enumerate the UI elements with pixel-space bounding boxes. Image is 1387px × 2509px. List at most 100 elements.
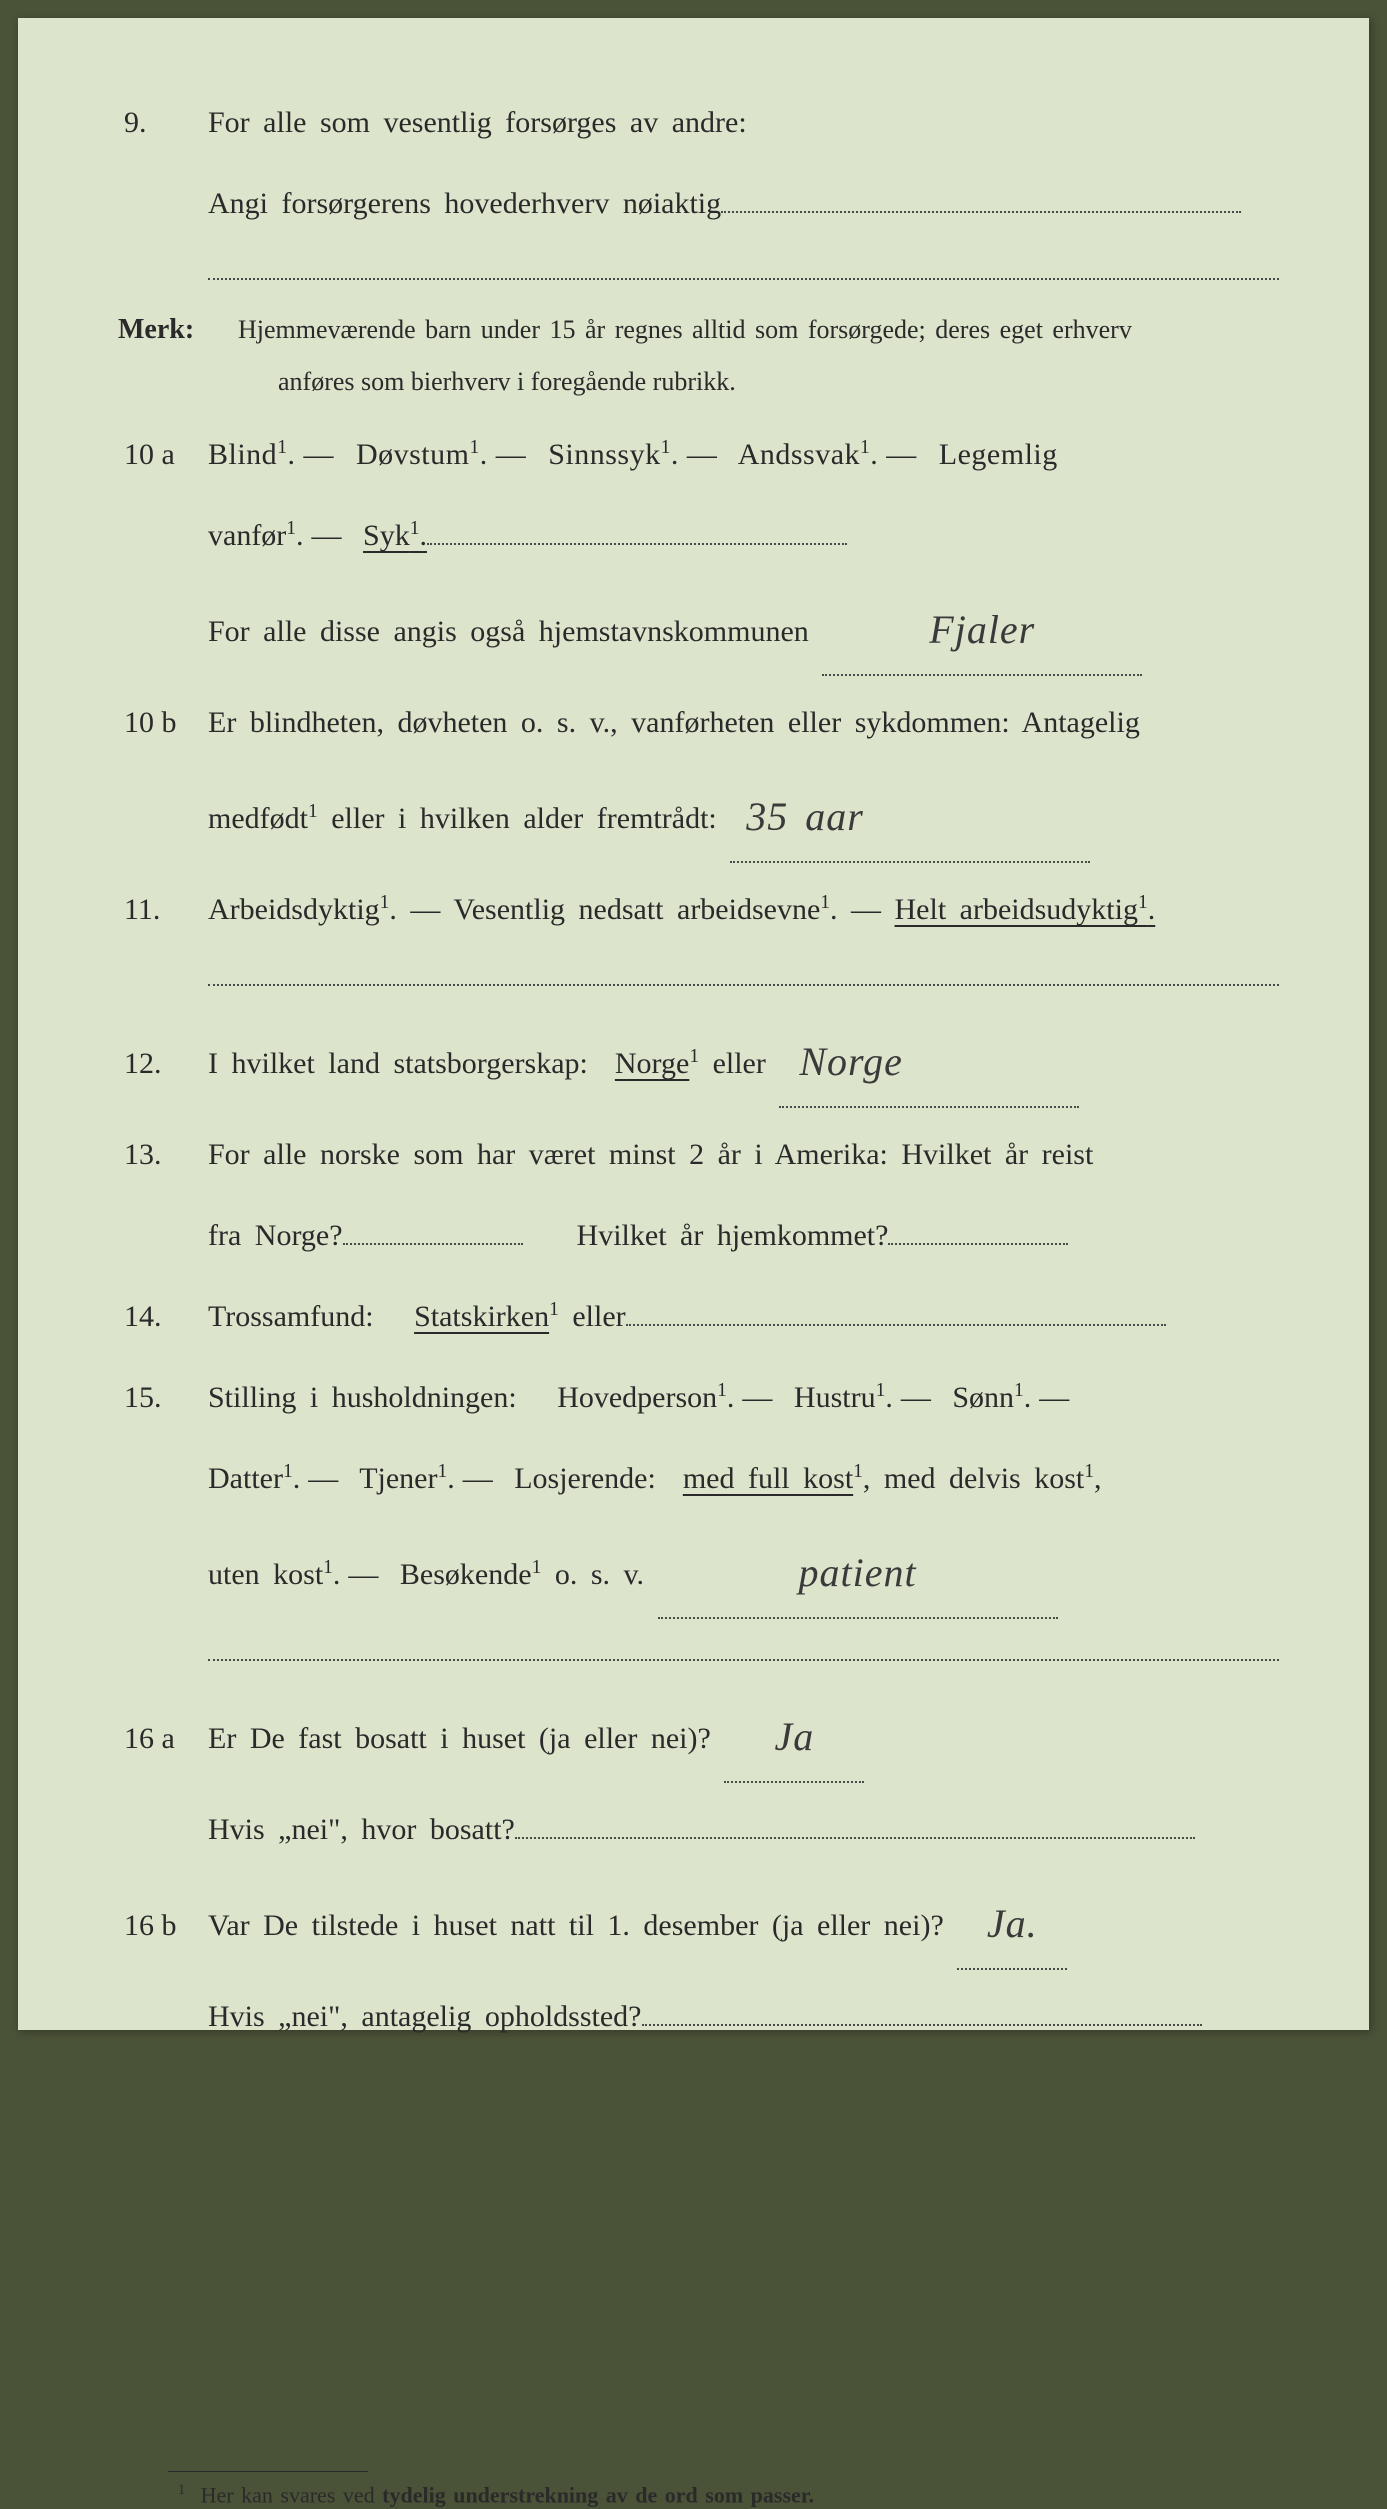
q16a-row2: Hvis „nei", hvor bosatt? [118,1795,1279,1864]
q11-opt2: Vesentlig nedsatt arbeidsevne [453,893,820,926]
q12-row: 12. I hvilket land statsborgerskap: Norg… [118,1014,1279,1108]
census-form-page: 9. For alle som vesentlig forsørges av a… [18,18,1369,2030]
q10a-row1: 10 a Blind1.— Døvstum1.— Sinnssyk1.— And… [118,420,1279,489]
q16b-number: 16 b [118,1891,208,1960]
q12-prefix: I hvilket land statsborgerskap: [208,1047,588,1080]
q10a-kommune-blank[interactable]: Fjaler [822,582,1142,676]
q15-opt2: Hustru [794,1381,876,1414]
q11-row: 11. Arbeidsdyktig1. — Vesentlig nedsatt … [118,875,1279,944]
q14-prefix: Trossamfund: [208,1300,374,1333]
q14-suffix: eller [559,1300,626,1333]
q15-row1: 15. Stilling i husholdningen: Hovedperso… [118,1363,1279,1432]
q15-osv: o. s. v. [541,1558,644,1591]
q13-row1: 13. For alle norske som har været minst … [118,1120,1279,1189]
q15-prefix: Stilling i husholdningen: [208,1381,517,1414]
q12-mid: eller [699,1047,766,1080]
q16b-handwritten: Ja. [987,1901,1038,1946]
q10a-opt3: Sinnssyk [548,438,660,471]
q15-losjerende: Losjerende: [514,1462,656,1495]
q10a-opt5: Legemlig [939,438,1058,471]
q10b-line1: Er blindheten, døvheten o. s. v., vanfør… [208,688,1279,757]
q16a-prefix: Er De fast bosatt i huset (ja eller nei)… [208,1722,711,1755]
q16a-blank[interactable]: Ja [724,1689,864,1783]
q16a-blank2[interactable] [515,1837,1195,1839]
q15-blank[interactable]: patient [658,1525,1058,1619]
q9-blank[interactable] [721,211,1241,213]
q10a-syk-text: Syk [363,519,410,552]
q16b-blank2[interactable] [642,2024,1202,2026]
q16a-line2: Hvis „nei", hvor bosatt? [208,1813,515,1846]
q10a-row3: For alle disse angis også hjemstavnskomm… [118,582,1279,676]
q12-text: I hvilket land statsborgerskap: Norge1 e… [208,1014,1279,1108]
footnote-text-b: tydelig understrekning av de ord som pas… [382,2483,814,2508]
merk-text1: Hjemmeværende barn under 15 år regnes al… [238,308,1279,352]
q14-number: 14. [118,1282,208,1351]
q10a-blank1[interactable] [427,543,847,545]
q16a-row1: 16 a Er De fast bosatt i huset (ja eller… [118,1689,1279,1783]
q13-line2b: Hvilket år hjemkommet? [577,1219,889,1252]
q10a-opt1: Blind [208,438,277,471]
q16b-line1: Var De tilstede i huset natt til 1. dese… [208,1876,1279,1970]
q15-row3: uten kost1.— Besøkende1 o. s. v. patient [118,1525,1279,1619]
q12-norge-underlined: Norge [615,1047,689,1080]
q15-besokende: Besøkende [400,1558,532,1591]
q10b-age-blank[interactable]: 35 aar [730,769,1090,863]
q11-opt1: Arbeidsdyktig [208,893,380,926]
q13-blank2[interactable] [888,1243,1068,1245]
q10a-syk-underlined: Syk1. [363,519,427,552]
q16a-number: 16 a [118,1704,208,1773]
q13-blank1[interactable] [343,1243,523,1245]
merk-label: Merk: [118,314,238,346]
q16a-handwritten: Ja [774,1714,814,1759]
q9-line2: Angi forsørgerens hovederhverv nøiaktig [118,169,1279,238]
q15-blank-line[interactable] [208,1631,1279,1661]
q9-line2-prefix: Angi forsørgerens hovederhverv nøiaktig [208,187,721,220]
q14-statskirken-underlined: Statskirken [414,1300,549,1333]
q10a-line3-prefix: For alle disse angis også hjemstavnskomm… [208,615,809,648]
q16b-prefix: Var De tilstede i huset natt til 1. dese… [208,1909,944,1942]
q16a-line1: Er De fast bosatt i huset (ja eller nei)… [208,1689,1279,1783]
q10a-opt4: Andssvak [738,438,860,471]
q13-line1: For alle norske som har været minst 2 år… [208,1120,1279,1189]
q15-opt3: Sønn [952,1381,1014,1414]
q10b-row1: 10 b Er blindheten, døvheten o. s. v., v… [118,688,1279,757]
q15-row2: Datter1.— Tjener1.— Losjerende: med full… [118,1444,1279,1513]
q13-row2: fra Norge? Hvilket år hjemkommet? [118,1201,1279,1270]
q14-blank[interactable] [626,1324,1166,1326]
q9-number: 9. [118,88,208,157]
q11-number: 11. [118,875,208,944]
q10b-medfodt: medfødt [208,802,308,835]
q14-text: Trossamfund: Statskirken1 eller [208,1282,1279,1351]
q11-opt3-underlined: Helt arbeidsudyktig1. [895,893,1156,926]
q13-number: 13. [118,1120,208,1189]
q16b-row2: Hvis „nei", antagelig opholdssted? [118,1982,1279,2051]
q11-blank-line[interactable] [208,956,1279,986]
q14-row: 14. Trossamfund: Statskirken1 eller [118,1282,1279,1351]
q15-handwritten: patient [799,1550,917,1595]
q14-statskirken-text: Statskirken [414,1300,549,1333]
q11-options: Arbeidsdyktig1. — Vesentlig nedsatt arbe… [208,875,1279,944]
q12-norge-text: Norge [615,1047,689,1080]
q16b-row1: 16 b Var De tilstede i huset natt til 1.… [118,1876,1279,1970]
q11-opt3-text: Helt arbeidsudyktig [895,893,1138,926]
q9-row: 9. For alle som vesentlig forsørges av a… [118,88,1279,157]
q15-delvis: med delvis kost [884,1462,1084,1495]
q10a-kommune-handwritten: Fjaler [929,607,1035,652]
q10b-age-handwritten: 35 aar [746,794,864,839]
q10b-mid: eller i hvilken alder fremtrådt: [318,802,717,835]
q10a-row2: vanfør1.— Syk1. [118,501,1279,570]
q15-opt1: Hovedperson [557,1381,717,1414]
footnote-marker: 1 [178,2482,185,2498]
q10a-opt2: Døvstum [356,438,470,471]
q15-datter: Datter [208,1462,283,1495]
q15-fullkost-underlined: med full kost [683,1462,853,1495]
merk-row: Merk: Hjemmeværende barn under 15 år reg… [118,308,1279,352]
q16b-blank[interactable]: Ja. [957,1876,1067,1970]
q12-blank[interactable]: Norge [779,1014,1079,1108]
q9-blank-line[interactable] [208,250,1279,280]
merk-text2: anføres som bierhverv i foregående rubri… [118,360,1279,404]
q15-number: 15. [118,1363,208,1432]
q15-utenkost: uten kost [208,1558,323,1591]
q9-line1: For alle som vesentlig forsørges av andr… [208,88,1279,157]
q12-number: 12. [118,1029,208,1098]
